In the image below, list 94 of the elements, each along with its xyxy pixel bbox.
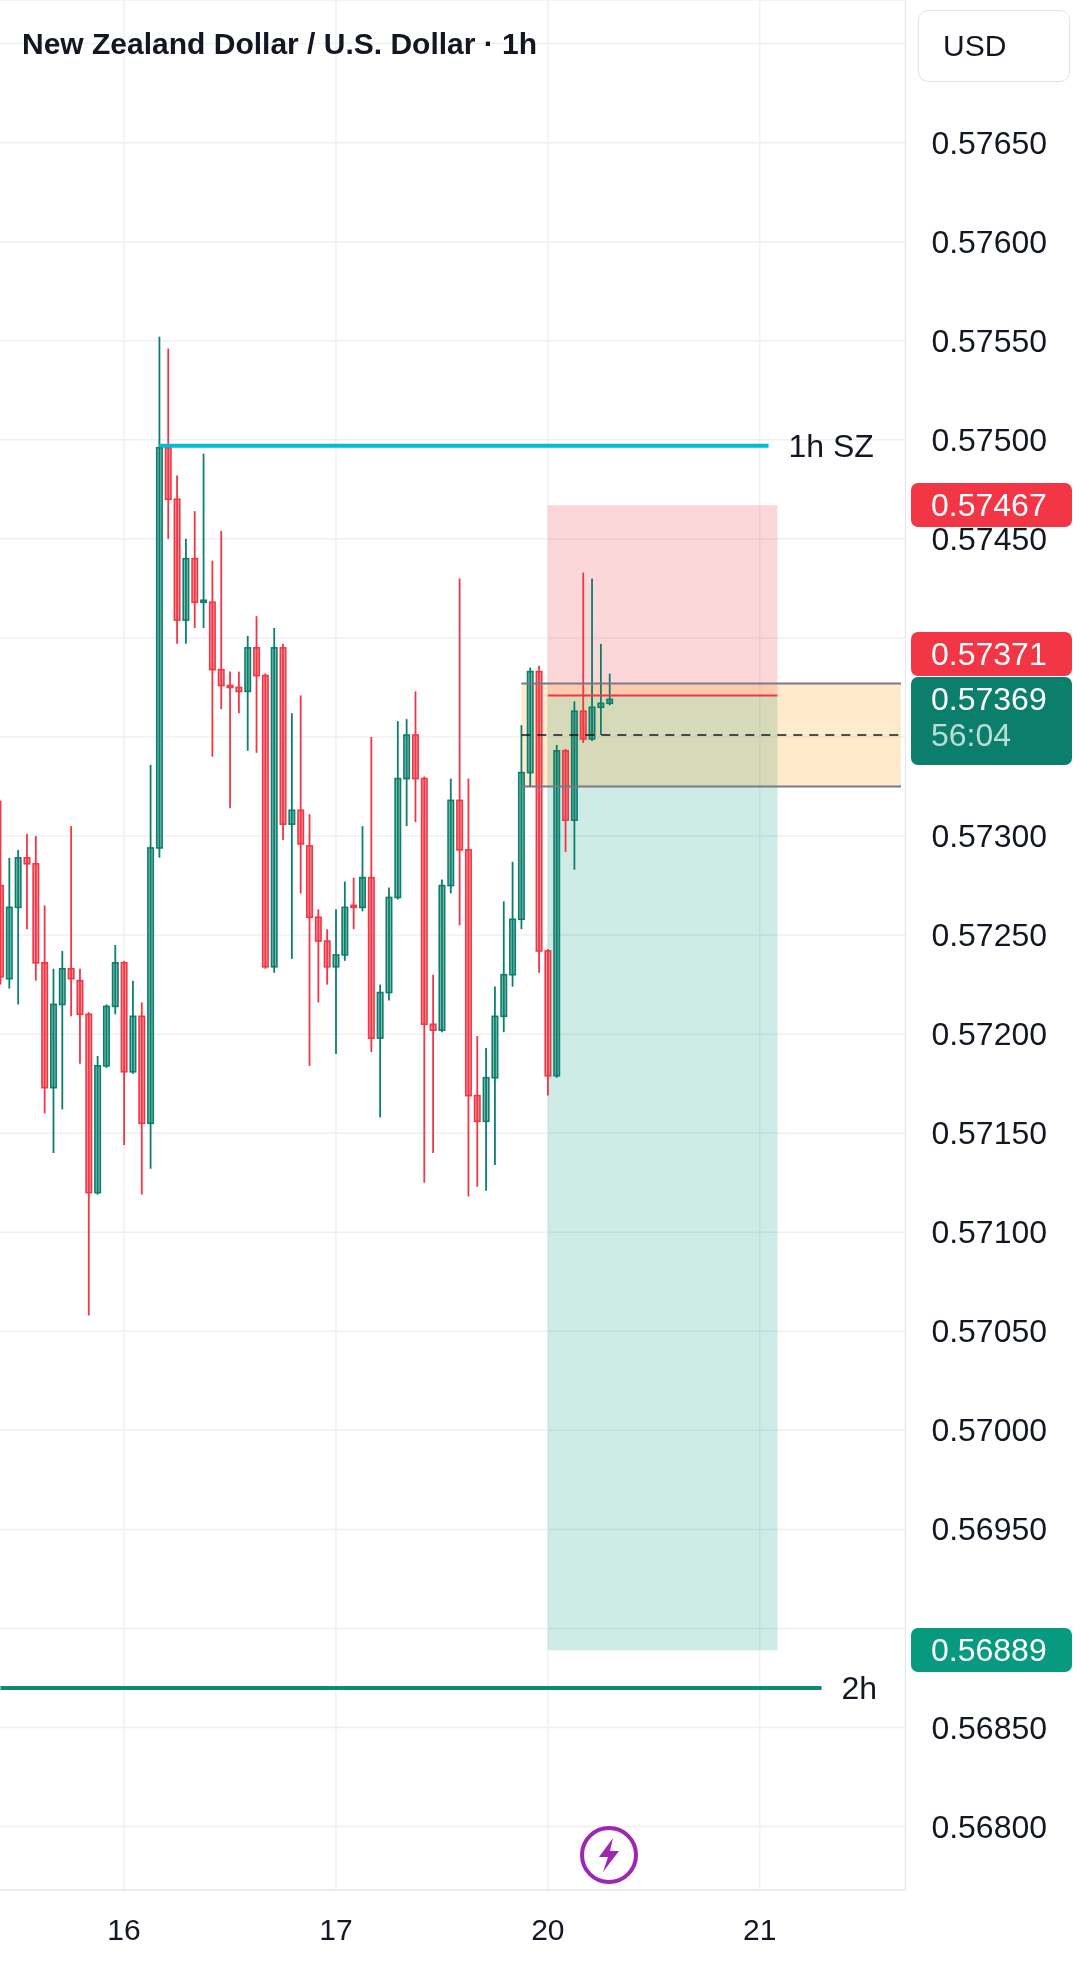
y-tick-label: 0.57200 bbox=[931, 1016, 1047, 1053]
candlestick bbox=[31, 835, 39, 982]
candlestick bbox=[420, 775, 428, 1184]
candlestick bbox=[49, 967, 57, 1154]
y-tick-label: 0.57100 bbox=[931, 1214, 1047, 1251]
candlestick bbox=[499, 900, 507, 1034]
candlestick bbox=[455, 577, 463, 927]
y-tick-label: 0.57550 bbox=[931, 322, 1047, 359]
y-tick-label: 0.57050 bbox=[931, 1313, 1047, 1350]
candlestick bbox=[544, 948, 552, 1097]
y-tick-label: 0.56800 bbox=[931, 1808, 1047, 1845]
candlestick bbox=[40, 904, 48, 1115]
candlestick bbox=[76, 967, 84, 1065]
candlestick bbox=[217, 530, 225, 711]
candlestick bbox=[129, 979, 137, 1075]
y-tick-label: 0.57000 bbox=[931, 1412, 1047, 1449]
candlestick bbox=[605, 672, 613, 707]
candlestick bbox=[473, 1035, 481, 1188]
candlestick bbox=[164, 347, 172, 540]
candlestick bbox=[182, 537, 190, 645]
candlestick bbox=[296, 694, 304, 895]
y-tick-label: 0.56950 bbox=[931, 1511, 1047, 1548]
candlestick bbox=[208, 559, 216, 758]
candlestick bbox=[67, 825, 75, 1018]
x-tick-label: 20 bbox=[530, 1913, 565, 1947]
candlestick bbox=[199, 452, 207, 629]
candlestick bbox=[411, 690, 419, 824]
candlestick bbox=[332, 908, 340, 1055]
candlestick bbox=[570, 700, 578, 871]
y-tick-label: 0.56850 bbox=[931, 1709, 1047, 1746]
series-label: 2h bbox=[841, 1669, 877, 1706]
candlestick bbox=[429, 973, 437, 1154]
y-tick-label: 0.57150 bbox=[931, 1115, 1047, 1152]
candlestick bbox=[314, 908, 322, 1004]
candlestick bbox=[155, 335, 163, 859]
text: 56:04 bbox=[931, 717, 1013, 756]
candlestick bbox=[385, 886, 393, 1002]
candlestick bbox=[526, 666, 534, 788]
candlestick bbox=[535, 664, 543, 974]
candlestick bbox=[588, 577, 596, 742]
series-label: 1h SZ bbox=[788, 427, 874, 464]
y-tick-label: 0.57250 bbox=[931, 917, 1047, 954]
candlestick bbox=[58, 950, 66, 1111]
candlestick bbox=[102, 1003, 110, 1069]
candlestick bbox=[393, 720, 401, 901]
candlestick bbox=[517, 724, 525, 931]
candlestick bbox=[491, 985, 499, 1166]
candlestick bbox=[340, 880, 348, 962]
candlestick bbox=[190, 510, 198, 629]
candlestick bbox=[146, 763, 154, 1170]
text: 0.57369 bbox=[931, 681, 1048, 718]
x-tick-label: 16 bbox=[106, 1913, 141, 1947]
candlestick bbox=[173, 474, 181, 645]
candlestick bbox=[111, 944, 119, 1016]
candlestick bbox=[234, 670, 242, 715]
candlestick bbox=[596, 642, 604, 736]
candlestick bbox=[349, 876, 357, 931]
candlestick bbox=[261, 672, 269, 970]
text: 0.56889 bbox=[931, 1632, 1048, 1669]
candlestick bbox=[323, 928, 331, 986]
candlestick bbox=[402, 718, 410, 828]
y-tick-label: 0.57650 bbox=[931, 124, 1047, 161]
candlestick bbox=[279, 642, 287, 841]
candlestick bbox=[367, 736, 375, 1053]
candlestick bbox=[482, 1047, 490, 1192]
candlestick bbox=[446, 777, 454, 895]
candlestick bbox=[464, 777, 472, 1198]
candlestick bbox=[5, 856, 13, 990]
y-tick-label: 0.57500 bbox=[931, 421, 1047, 458]
candlestick bbox=[508, 860, 516, 988]
candlestick bbox=[438, 878, 446, 1034]
y-tick-label: 0.57300 bbox=[931, 818, 1047, 855]
candlestick bbox=[226, 670, 234, 810]
candlestick bbox=[84, 1011, 92, 1317]
candlestick bbox=[14, 849, 22, 1006]
candlestick bbox=[287, 712, 295, 960]
y-axis-title: USD bbox=[918, 10, 1070, 82]
candlestick bbox=[552, 744, 560, 1079]
x-tick-label: 21 bbox=[742, 1913, 776, 1947]
candlestick bbox=[561, 747, 569, 853]
x-tick-label: 17 bbox=[318, 1913, 353, 1947]
candlestick bbox=[93, 1055, 101, 1196]
candlestick bbox=[252, 615, 260, 754]
text: 0.57371 bbox=[931, 636, 1048, 673]
text: New Zealand Dollar / U.S. Dollar · 1h bbox=[22, 26, 538, 62]
candlestick bbox=[376, 983, 384, 1119]
candlestick bbox=[243, 635, 251, 752]
candlestick bbox=[305, 813, 313, 1067]
y-tick-label: 0.57600 bbox=[931, 223, 1047, 260]
candlestick bbox=[23, 833, 31, 931]
candlestick bbox=[120, 959, 128, 1146]
candlestick bbox=[137, 1001, 145, 1196]
candlestick bbox=[270, 627, 278, 974]
candlestick bbox=[358, 825, 366, 913]
